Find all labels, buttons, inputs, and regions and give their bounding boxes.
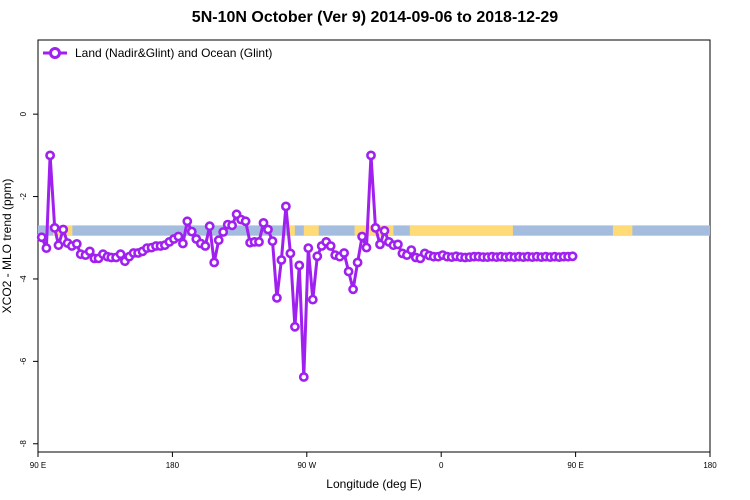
data-point	[379, 225, 390, 236]
data-point	[312, 251, 323, 262]
data-point	[375, 239, 385, 250]
data-point	[361, 242, 372, 253]
x-tick-label: 0	[439, 461, 444, 470]
data-point	[177, 238, 188, 249]
chart-title: 5N-10N October (Ver 9) 2014-09-06 to 201…	[191, 9, 559, 26]
land-band-segment	[409, 225, 513, 236]
data-point	[567, 251, 578, 262]
data-point	[204, 221, 215, 232]
data-point	[258, 217, 269, 228]
data-point	[307, 294, 318, 305]
data-point	[366, 150, 376, 161]
legend-label: Land (Nadir&Glint) and Ocean (Glint)	[75, 46, 272, 60]
data-point	[41, 243, 52, 253]
legend: Land (Nadir&Glint) and Ocean (Glint)	[43, 46, 272, 60]
y-tick-label: -4	[19, 275, 28, 283]
data-point	[218, 227, 229, 237]
y-tick-label: -6	[19, 357, 28, 365]
data-point	[303, 243, 314, 253]
data-point	[173, 231, 184, 242]
data-point	[213, 235, 224, 246]
data-point	[289, 321, 300, 332]
x-tick-label: 90 E	[30, 461, 46, 470]
series-line	[40, 153, 573, 379]
data-point	[285, 248, 296, 259]
data-point	[71, 238, 82, 249]
data-point	[227, 220, 237, 231]
data-point	[58, 224, 69, 235]
data-point	[263, 224, 273, 235]
data-point	[240, 216, 251, 227]
data-point	[357, 231, 367, 242]
data-point	[200, 241, 211, 251]
x-tick-label: 90 E	[567, 461, 583, 470]
data-point	[280, 201, 291, 212]
data-point	[53, 240, 64, 251]
y-tick-label: 0	[19, 111, 28, 116]
x-tick-label: 90 W	[297, 461, 316, 470]
data-point	[254, 236, 264, 247]
land-band-segment	[612, 225, 633, 236]
data-point	[182, 216, 193, 227]
data-point	[298, 372, 309, 382]
data-point	[370, 222, 381, 233]
data-point	[209, 257, 220, 268]
land-band-segment	[303, 225, 319, 236]
axes: 90 E 180 90 W 0 90 E 180 0 -2 -4 -6 -8	[19, 111, 717, 470]
data-point	[49, 222, 60, 233]
data-point	[325, 241, 336, 251]
x-axis-label: Longitude (deg E)	[326, 477, 421, 491]
y-axis-label: XCO2 - MLO trend (ppm)	[0, 179, 14, 314]
x-tick-label: 180	[166, 461, 180, 470]
plot-frame	[37, 39, 711, 453]
data-point	[392, 239, 403, 250]
data-point	[348, 284, 358, 295]
data-point	[294, 260, 305, 271]
data-point	[84, 246, 95, 257]
data-point	[271, 292, 282, 303]
series-layer	[36, 150, 578, 382]
data-point	[36, 232, 47, 243]
data-point	[406, 245, 417, 255]
data-point	[186, 226, 197, 237]
data-point	[267, 236, 278, 246]
data-point	[276, 255, 287, 265]
data-point	[343, 266, 354, 277]
legend-marker	[49, 47, 61, 59]
x-tick-label: 180	[703, 461, 717, 470]
y-tick-label: -2	[19, 192, 28, 200]
data-point	[339, 248, 349, 258]
data-point	[115, 249, 126, 260]
data-point	[352, 257, 363, 268]
data-point	[45, 150, 55, 161]
land-band-segment	[288, 225, 295, 236]
y-tick-label: -8	[19, 440, 28, 448]
